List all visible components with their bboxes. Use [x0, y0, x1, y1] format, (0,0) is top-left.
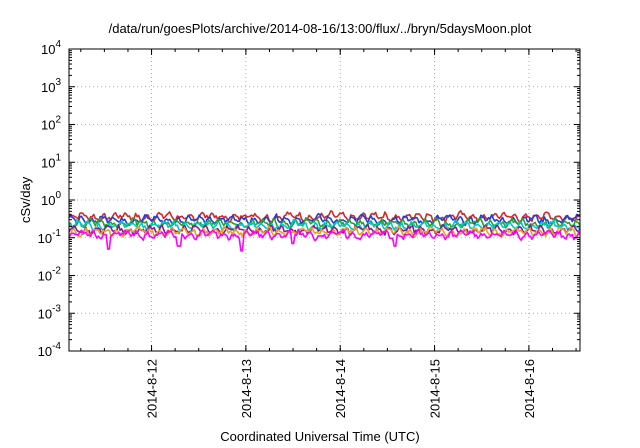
y-tick-label: 10-4: [38, 341, 62, 359]
series-line: [68, 210, 581, 224]
plot-background: [69, 49, 580, 351]
y-tick-label: 100: [41, 190, 61, 208]
x-tick-label: 2014-8-14: [333, 359, 348, 418]
x-axis-label: Coordinated Universal Time (UTC): [220, 429, 420, 444]
x-tick-label: 2014-8-12: [145, 359, 160, 418]
y-tick-label: 10-3: [38, 303, 62, 321]
series-group: [68, 210, 581, 252]
y-tick-label: 10-2: [38, 266, 62, 284]
x-tick-label: 2014-8-16: [522, 359, 537, 418]
y-tick-label: 10-1: [38, 228, 62, 246]
y-axis-label: cSv/day: [18, 176, 33, 224]
plot-frame: [68, 48, 581, 352]
y-tick-label: 104: [41, 39, 61, 57]
y-tick-label: 101: [41, 152, 61, 170]
x-tick-label: 2014-8-13: [239, 359, 254, 418]
series-line: [68, 212, 581, 227]
x-tick-label: 2014-8-15: [428, 359, 443, 418]
series-line: [68, 218, 581, 232]
y-tick-label: 103: [41, 77, 61, 95]
y-tick-label: 102: [41, 115, 61, 133]
chart-title: /data/run/goesPlots/archive/2014-08-16/1…: [108, 21, 532, 36]
series-line: [68, 228, 581, 252]
